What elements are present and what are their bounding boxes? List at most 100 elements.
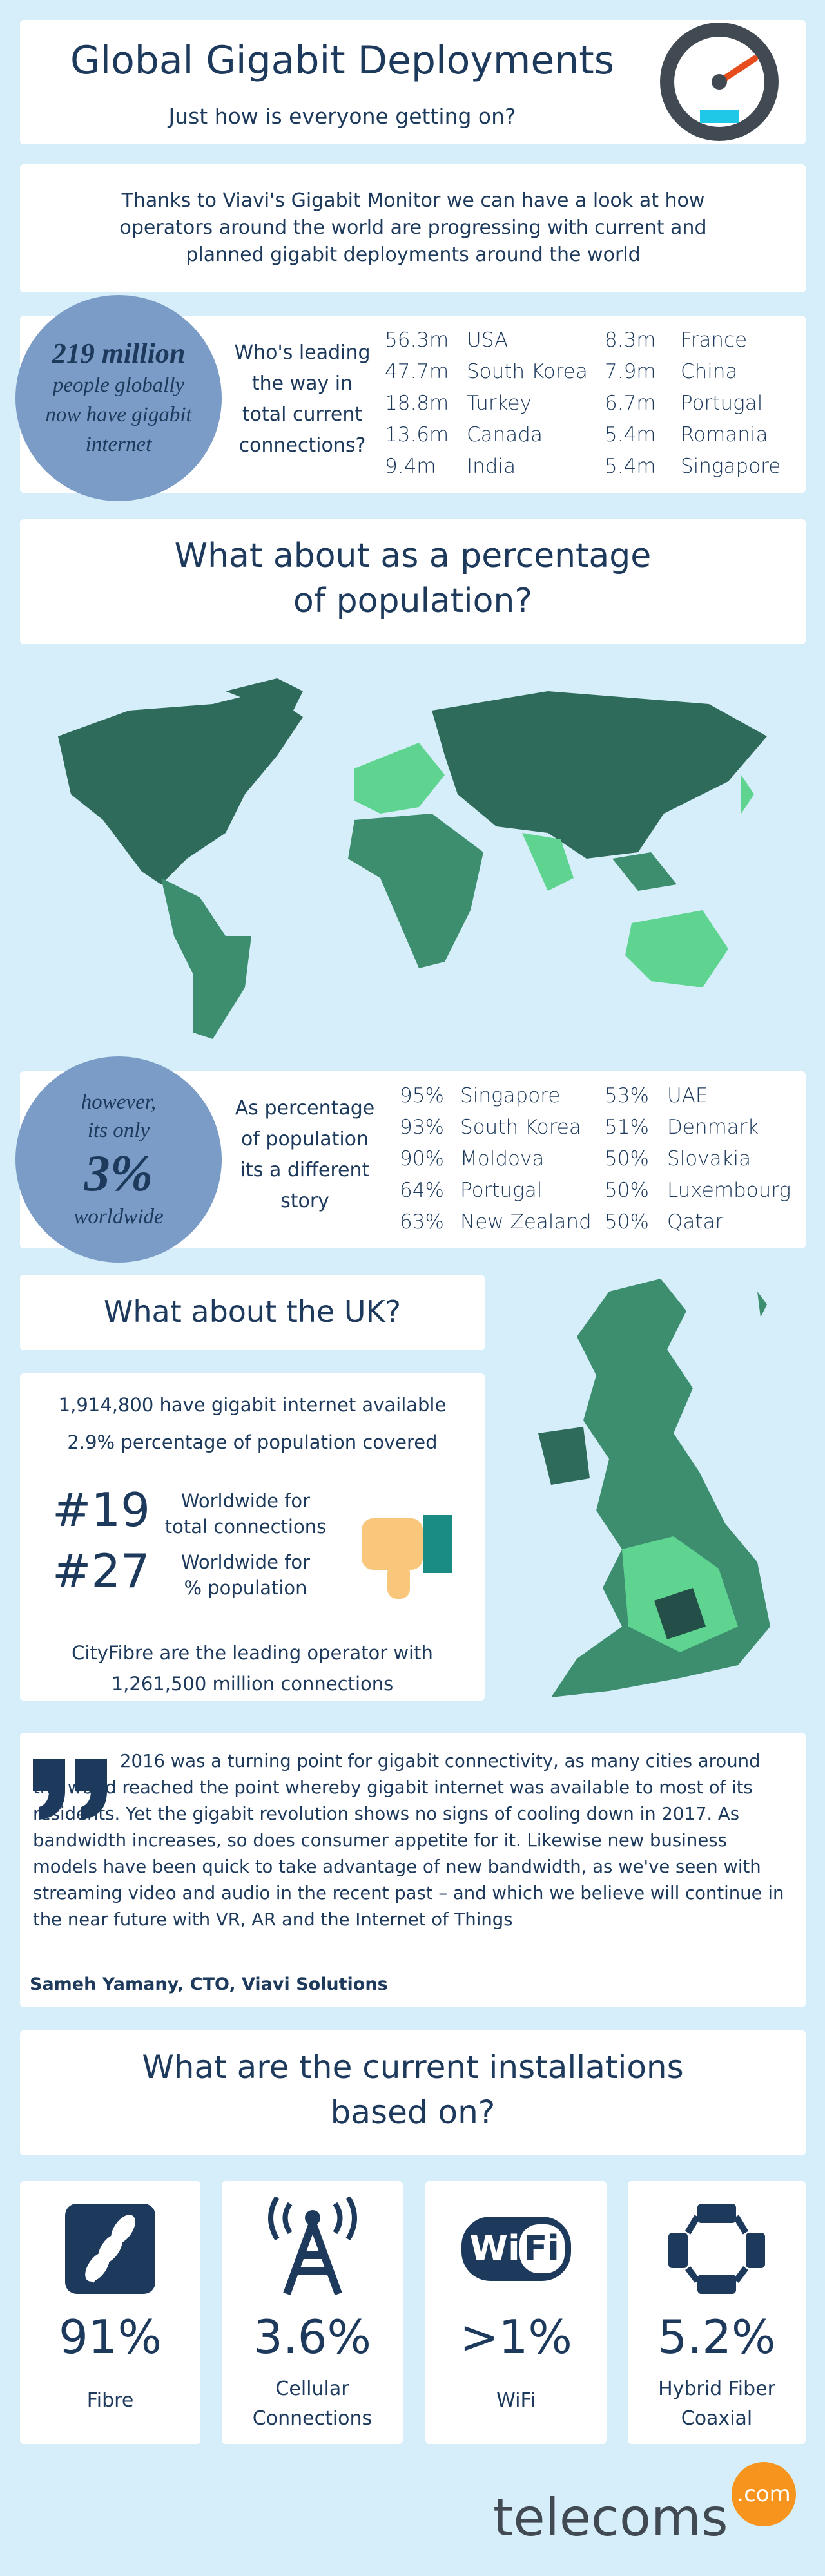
country: France [681,329,748,352]
rank: #27 [52,1544,150,1598]
tile-icon [255,2195,371,2300]
value: 50% [605,1179,649,1202]
badge-line: now have gigabit [45,403,192,426]
thumbs-down-icon [362,1515,452,1599]
value: 47.7m [385,360,449,383]
badge-line: however, [81,1091,157,1114]
tile: 5.2% Hybrid Fiber Coaxial [628,2181,806,2444]
rank: #19 [52,1483,150,1537]
tile: 91% Fibre [20,2181,200,2444]
uk-header-card: What about the UK? [20,1275,485,1350]
operator-line: 1,261,500 million connections [111,1673,394,1695]
country: Singapore [681,455,781,478]
badge-line: its only [87,1119,150,1142]
value: 7.9m [605,360,656,383]
quote-mark-icon [33,1759,107,1820]
value: 53% [605,1084,649,1107]
icon-text: Fi [523,2228,559,2269]
value: 95% [400,1084,444,1107]
country: Canada [467,423,543,446]
percentage-badge: however, its only 3% worldwide [15,1056,222,1263]
badge-line: people globally [52,374,185,397]
quote-text: 2016 was a turning point for gigabit con… [33,1751,784,1930]
country: Qatar [667,1210,724,1234]
country: South Korea [460,1116,581,1139]
icon [65,2204,155,2294]
badge-line: worldwide [73,1205,164,1228]
country: USA [467,329,509,352]
header-line: What about as a percentage [174,537,652,575]
question-line: Who's leading [234,341,371,364]
uk-title: What about the UK? [103,1294,402,1329]
value: 9.4m [385,455,436,478]
tile-icon [52,2197,168,2300]
tile-label-line: Connections [252,2407,373,2430]
tile-value: 5.2% [657,2310,776,2364]
quote-author: Sameh Yamany, CTO, Viavi Solutions [30,1974,388,1994]
quote-card: 2016 was a turning point for gigabit con… [20,1733,806,2007]
tile-icon [659,2197,775,2300]
speedometer-icon [660,23,779,141]
badge-line: 219 million [52,338,186,369]
intro-text: Thanks to Viavi's Gigabit Monitor we can… [119,189,707,266]
tile-label: WiFi [425,2386,607,2416]
question-line: the way in [251,372,353,395]
tile: 3.6% Cellular Connections [222,2181,403,2444]
percentage-question: As percentage of population its a differen… [228,1093,382,1217]
value: 8.3m [605,329,656,352]
value: 6.7m [605,392,656,415]
icon [668,2204,765,2294]
tile-label-line: Cellular [275,2378,349,2400]
icon-text: Wi [469,2228,520,2269]
logo-name: telecoms [493,2488,728,2548]
badge-line: internet [85,433,152,456]
subtitle: Just how is everyone getting on? [168,104,516,129]
value: 51% [605,1116,649,1139]
value: 56.3m [385,329,449,352]
value: 50% [605,1147,649,1170]
country: India [467,455,516,478]
country: Romania [681,423,768,446]
country: Luxembourg [667,1179,791,1202]
uk-operator: CityFibre are the leading operator with 1… [20,1637,485,1699]
icon [267,2195,357,2296]
header-line: based on? [330,2094,496,2131]
operator-line: CityFibre are the leading operator with [72,1642,433,1664]
country: China [681,360,738,383]
header-line: of population? [293,582,532,620]
value: 90% [400,1147,444,1170]
header-line: What are the current installations [142,2048,684,2086]
country: South Korea [467,360,588,383]
rank-label-line: Worldwide for [180,1551,311,1573]
uk-stats-card: 1,914,800 have gigabit internet availabl… [20,1373,485,1701]
leaders-badge: 219 million people globally now have gigab… [15,295,222,501]
tile-label-line: WiFi [496,2389,536,2412]
rank-label-line: % population [184,1577,307,1599]
leaders-question: Who's leading the way in total current conn… [225,338,380,461]
tile-label: Fibre [20,2386,200,2416]
value: 93% [400,1116,444,1139]
uk-covered: 2.9% percentage of population covered [67,1431,438,1453]
tile-label-line: Hybrid Fiber [658,2378,775,2400]
title-card: Global Gigabit Deployments Just how is e… [20,20,806,144]
uk-available: 1,914,800 have gigabit internet availabl… [58,1394,447,1416]
tile-value: 3.6% [253,2310,371,2364]
question-line: total current [242,403,363,426]
question-line: of population [240,1128,369,1150]
value: 18.8m [385,392,449,415]
country: Slovakia [667,1147,752,1170]
question-line: story [280,1190,329,1212]
country: Moldova [460,1147,545,1170]
icon [461,2217,571,2281]
country: UAE [667,1084,708,1107]
value: 50% [605,1210,649,1234]
world-map [58,678,767,1039]
country: Singapore [460,1084,561,1107]
installations-title: What are the current installations based … [20,2045,806,2135]
tile-label: Hybrid Fiber Coaxial [628,2374,806,2434]
logo-domain: .com [732,2462,796,2526]
rank-label: Worldwide for total connections [149,1488,342,1540]
country: Turkey [467,392,532,415]
question-line: As percentage [235,1097,375,1120]
